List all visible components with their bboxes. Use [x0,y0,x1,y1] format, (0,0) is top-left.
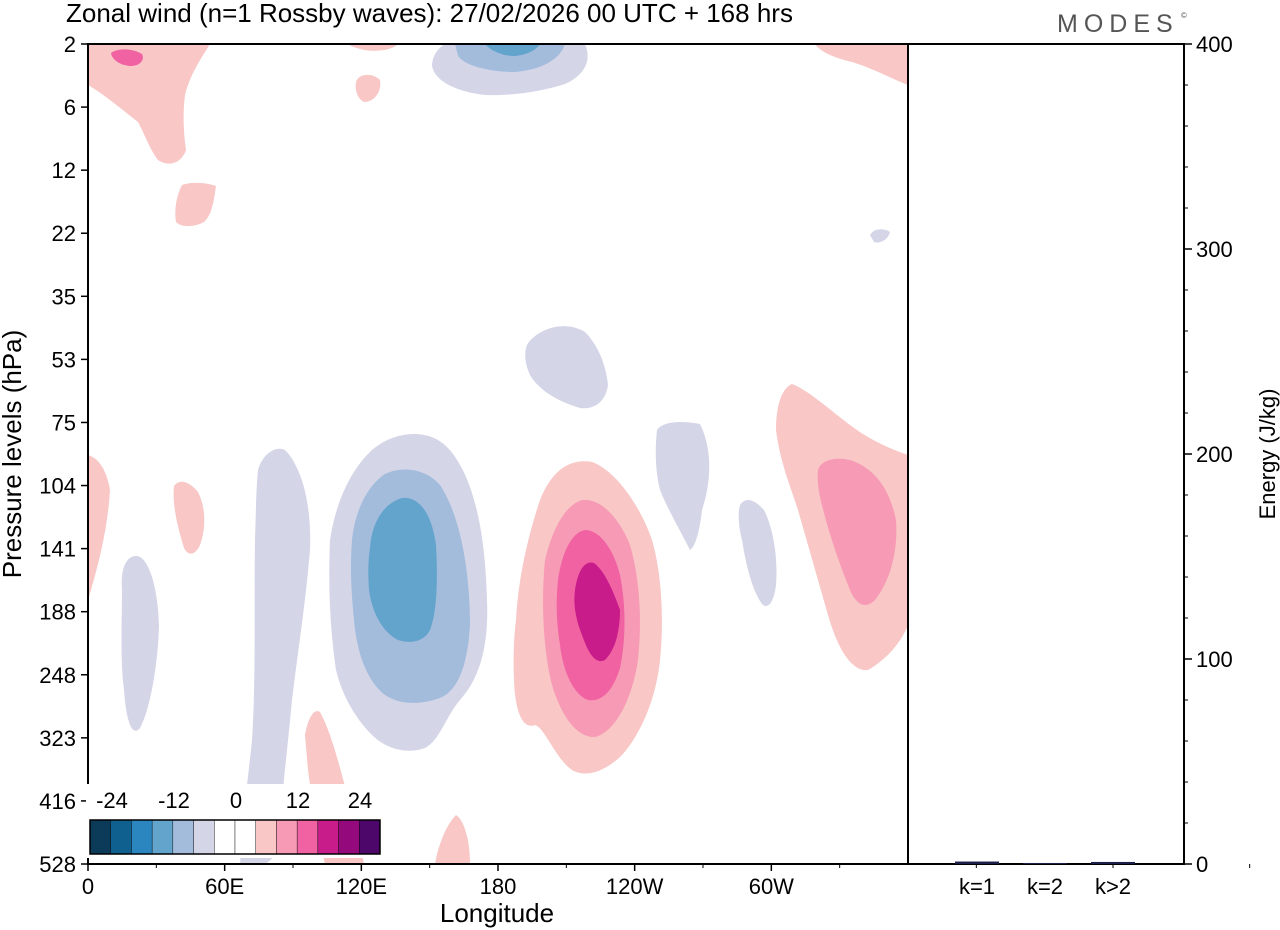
colorbar-cell [359,819,381,855]
x-tick-label: 120E [336,874,387,899]
contour-pos-top-right [815,44,908,85]
contour-neg-main-inner [368,497,437,642]
energy-bar [955,861,999,864]
y-tick-label: 6 [64,95,76,120]
contour-pos-left-edge [88,455,110,600]
colorbar-cell [89,819,111,855]
right-tick-label: 300 [1196,237,1233,262]
colorbar-cell [214,819,236,855]
colorbar-cell [172,819,194,855]
colorbar-cell [151,819,174,855]
colorbar-frame [89,819,381,855]
energy-panel-frame [907,43,1185,865]
bar-category-label: k=1 [959,874,995,899]
contour-neg-top-2 [455,44,565,72]
colorbar-tick-label: -12 [158,788,190,813]
modes-logo: MODES © [1057,10,1187,38]
colorbar: -24 -12 0 12 24 [86,784,384,858]
colorbar-cell [131,819,153,855]
contour-field [88,44,908,864]
energy-bars: k=1 k=2 k>2 [955,861,1135,899]
colorbar-tick-label: 0 [230,788,242,813]
right-axis-ticks: 400 300 200 100 0 [1184,32,1233,877]
colorbar-tick-label: 12 [286,788,310,813]
colorbar-tick-label: 24 [348,788,372,813]
y-tick-label: 22 [52,221,76,246]
right-tick-label: 100 [1196,647,1233,672]
bar-category-label: k>2 [1095,874,1131,899]
contour-neg-left-column [121,555,159,731]
y-tick-label: 75 [52,410,76,435]
contour-pos-small-2 [355,74,381,102]
y-tick-label: 141 [39,537,76,562]
x-tick-label: 0 [82,874,94,899]
right-tick-label: 200 [1196,442,1233,467]
right-tick-label: 400 [1196,32,1233,57]
x-tick-label: 180 [480,874,517,899]
y-tick-label: 416 [39,789,76,814]
x-tick-label: 60W [749,874,794,899]
colorbar-cell [296,819,319,855]
y-tick-label: 35 [52,284,76,309]
contour-pos-small [348,44,398,51]
colorbar-cell [255,819,277,855]
right-axis-label: Energy (J/kg) [1255,389,1280,520]
bar-category-label: k=2 [1027,874,1063,899]
colorbar-cell [234,819,256,855]
x-tick-label: 120W [606,874,664,899]
contour-pos-right-inner [817,458,897,605]
contour-pos-small-3 [175,182,216,227]
y-tick-label: 188 [39,600,76,625]
x-tick-label: 60E [205,874,244,899]
y-tick-label: 104 [39,474,76,499]
energy-bar [1023,862,1067,864]
y-tick-label: 323 [39,726,76,751]
colorbar-cell [276,819,298,855]
y-axis-ticks: 2 6 12 22 35 53 75 104 141 188 248 323 416 528 [39,32,88,877]
contour-neg-right-2 [738,499,777,606]
colorbar-cell [338,819,360,855]
contour-neg-right-1 [655,422,710,550]
contour-pos-12-top-left-inner [111,49,143,66]
colorbar-tick-label: -24 [96,788,128,813]
y-tick-label: 53 [52,347,76,372]
y-tick-label: 528 [39,852,76,877]
right-tick-label: 0 [1196,852,1208,877]
contour-pos-12-top-left [88,44,210,164]
contour-neg-top-3 [485,44,540,56]
x-axis-ticks: 0 60E 120E 180 120W 60W [82,864,1251,899]
contour-neg-mid [525,326,608,409]
colorbar-cell [110,819,132,855]
chart-title: Zonal wind (n=1 Rossby waves): 27/02/202… [66,0,793,28]
logo-text: MODES [1057,10,1179,38]
y-tick-label: 2 [64,32,76,57]
y-tick-label: 12 [52,158,76,183]
y-axis-label: Pressure levels (hPa) [0,330,27,579]
colorbar-cell [317,819,339,855]
contour-neg-dot [870,229,890,243]
logo-mark: © [1181,11,1187,20]
contour-neg-column-2 [240,448,311,864]
x-axis-label: Longitude [440,898,554,928]
y-tick-label: 248 [39,663,76,688]
colorbar-cells [89,819,381,855]
energy-bar [1091,861,1135,864]
colorbar-tick-labels: -24 -12 0 12 24 [96,788,372,813]
contour-pos-main-core [574,562,620,662]
contour-pos-left-small [173,481,205,554]
colorbar-cell [193,819,215,855]
contour-pos-bottom-160e [435,815,470,864]
